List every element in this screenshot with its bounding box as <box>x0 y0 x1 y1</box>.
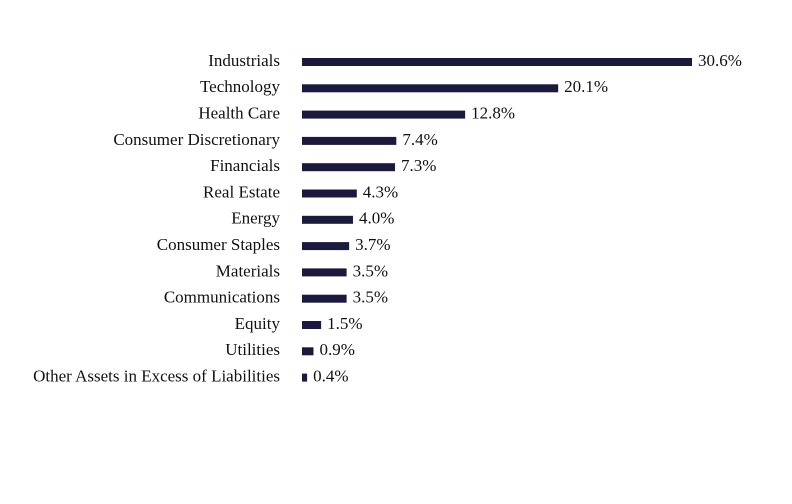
bar <box>302 136 397 145</box>
value-label: 30.6% <box>698 51 742 70</box>
bar <box>302 242 350 251</box>
bar <box>302 347 314 356</box>
category-label: Communications <box>164 288 280 307</box>
bar <box>302 163 396 172</box>
value-label: 20.1% <box>564 77 608 96</box>
value-label: 7.4% <box>402 130 437 149</box>
bar <box>302 58 692 66</box>
category-label: Technology <box>200 77 281 96</box>
value-label: 7.3% <box>401 156 436 175</box>
bar <box>302 268 347 277</box>
category-label: Other Assets in Excess of Liabilities <box>33 367 280 386</box>
category-label: Materials <box>216 261 280 280</box>
value-label: 3.5% <box>353 261 388 280</box>
category-label: Utilities <box>225 340 280 359</box>
category-label: Industrials <box>208 51 280 70</box>
category-label: Consumer Staples <box>157 235 280 254</box>
value-label: 3.5% <box>353 288 388 307</box>
category-label: Real Estate <box>203 182 280 201</box>
bar <box>302 84 559 93</box>
bar <box>302 321 322 329</box>
category-label: Financials <box>210 156 280 175</box>
value-label: 4.0% <box>359 209 394 228</box>
bar <box>302 294 347 303</box>
value-label: 12.8% <box>471 104 515 123</box>
category-label: Energy <box>231 209 280 228</box>
bar <box>302 110 466 119</box>
bar <box>302 189 357 198</box>
value-label: 3.7% <box>355 235 390 254</box>
value-label: 4.3% <box>363 182 398 201</box>
bar <box>302 215 353 224</box>
value-label: 0.9% <box>319 340 354 359</box>
bar <box>302 373 308 382</box>
category-label: Equity <box>235 314 281 333</box>
value-label: 0.4% <box>313 367 348 386</box>
category-label: Health Care <box>198 104 280 123</box>
category-label: Consumer Discretionary <box>113 130 280 149</box>
value-label: 1.5% <box>327 314 362 333</box>
